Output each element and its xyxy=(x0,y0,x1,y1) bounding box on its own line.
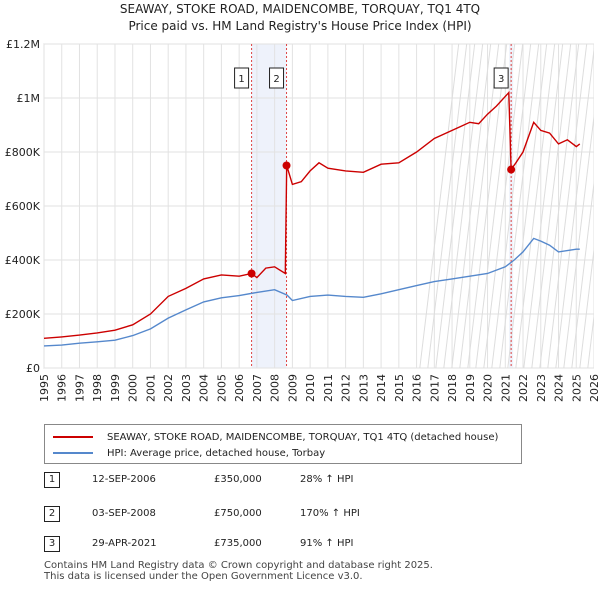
sale-date: 12-SEP-2006 xyxy=(92,474,156,485)
hatch-line xyxy=(531,43,572,369)
hatch-line xyxy=(483,43,524,369)
sale-hpi-change: 170% ↑ HPI xyxy=(300,508,360,519)
sale-number: 2 xyxy=(44,506,60,522)
sale-point xyxy=(507,165,516,174)
x-tick-label: 2008 xyxy=(269,374,282,402)
x-tick-label: 2023 xyxy=(535,374,548,402)
footer-line-2: This data is licensed under the Open Gov… xyxy=(44,571,363,582)
x-tick-label: 2013 xyxy=(357,374,370,402)
y-tick-label: £200K xyxy=(5,308,41,321)
sale-number: 3 xyxy=(44,536,60,552)
x-tick-label: 2006 xyxy=(233,374,246,402)
footer-attribution: Contains HM Land Registry data © Crown c… xyxy=(44,560,433,582)
sale-marker-box xyxy=(234,67,250,89)
x-tick-label: 2010 xyxy=(304,374,317,402)
chart-title: SEAWAY, STOKE ROAD, MAIDENCOMBE, TORQUAY… xyxy=(120,2,480,16)
y-tick-label: £400K xyxy=(5,254,41,267)
hatch-line xyxy=(499,43,540,369)
series-line xyxy=(43,90,581,339)
sale-point xyxy=(282,161,291,170)
sale-date: 03-SEP-2008 xyxy=(92,508,156,519)
sale-date: 29-APR-2021 xyxy=(92,538,157,549)
sale-row: 3 29-APR-2021 £735,000 91% ↑ HPI xyxy=(44,536,444,558)
hatch-line xyxy=(459,43,500,369)
sale-marker-box xyxy=(493,67,509,89)
x-tick-label: 2018 xyxy=(446,374,459,402)
chart-subtitle: Price paid vs. HM Land Registry's House … xyxy=(128,19,471,33)
hatch-line xyxy=(555,43,596,369)
x-tick-label: 2017 xyxy=(428,374,441,402)
sale-marker-label: 3 xyxy=(498,74,504,85)
legend-swatch-property xyxy=(53,436,93,438)
x-tick-label: 2022 xyxy=(517,374,530,402)
x-tick-label: 2020 xyxy=(482,374,495,402)
x-tick-label: 1996 xyxy=(56,374,69,402)
x-tick-label: 2024 xyxy=(553,374,566,402)
sale-hpi-change: 91% ↑ HPI xyxy=(300,538,354,549)
sale-marker-box xyxy=(269,67,285,89)
series-line xyxy=(43,237,580,347)
x-tick-label: 2016 xyxy=(411,374,424,402)
sale-marker-label: 2 xyxy=(273,74,279,85)
x-tick-label: 2025 xyxy=(570,374,583,402)
x-tick-label: 2012 xyxy=(340,374,353,402)
x-tick-label: 2005 xyxy=(215,374,228,402)
hatch-line xyxy=(571,128,600,369)
x-tick-label: 2007 xyxy=(251,374,264,402)
sale-number: 1 xyxy=(44,472,60,488)
hatch-line xyxy=(515,43,556,369)
x-tick-label: 1997 xyxy=(73,374,86,402)
hatch-line xyxy=(539,43,580,369)
hatch-line xyxy=(547,43,588,369)
x-tick-label: 2000 xyxy=(127,374,140,402)
axis-ticks: 1995 1996 1997 1998 1999 2000 2001 2002 2003 2004… xyxy=(5,38,600,402)
hatch-line xyxy=(443,43,484,369)
hatch-clip xyxy=(594,42,600,370)
x-tick-label: 1995 xyxy=(38,374,51,402)
hatch-line xyxy=(467,43,508,369)
y-tick-label: £600K xyxy=(5,200,41,213)
x-tick-label: 2003 xyxy=(180,374,193,402)
y-tick-label: £800K xyxy=(5,146,41,159)
hatch-line xyxy=(419,43,460,369)
legend: SEAWAY, STOKE ROAD, MAIDENCOMBE, TORQUAY… xyxy=(44,424,522,464)
sale-marker-label: 1 xyxy=(238,74,244,85)
hatch-line xyxy=(507,43,548,369)
y-tick-label: £0 xyxy=(26,362,40,375)
sale-hpi-change: 28% ↑ HPI xyxy=(300,474,354,485)
y-tick-label: £1.2M xyxy=(6,38,40,51)
x-tick-label: 2015 xyxy=(393,374,406,402)
sale-row: 2 03-SEP-2008 £750,000 170% ↑ HPI xyxy=(44,506,444,528)
x-tick-label: 2002 xyxy=(162,374,175,402)
sale-price: £735,000 xyxy=(214,538,262,549)
legend-label-property: SEAWAY, STOKE ROAD, MAIDENCOMBE, TORQUAY… xyxy=(107,431,499,443)
x-tick-label: 2014 xyxy=(375,374,388,402)
footer-line-1: Contains HM Land Registry data © Crown c… xyxy=(44,560,433,571)
sale-price: £350,000 xyxy=(214,474,262,485)
x-tick-label: 2021 xyxy=(499,374,512,402)
legend-item-property: SEAWAY, STOKE ROAD, MAIDENCOMBE, TORQUAY… xyxy=(53,429,498,445)
hatch-line xyxy=(435,43,476,369)
x-tick-label: 2011 xyxy=(322,374,335,402)
sale-price: £750,000 xyxy=(214,508,262,519)
x-tick-label: 2004 xyxy=(198,374,211,402)
legend-item-hpi: HPI: Average price, detached house, Torb… xyxy=(53,445,325,461)
legend-swatch-hpi xyxy=(53,452,93,454)
x-tick-label: 2019 xyxy=(464,374,477,402)
series-lines xyxy=(43,90,581,347)
x-tick-label: 2009 xyxy=(286,374,299,402)
y-tick-label: £1M xyxy=(17,92,41,105)
hatch-line xyxy=(475,43,516,369)
x-tick-label: 2001 xyxy=(144,374,157,402)
x-tick-label: 1998 xyxy=(91,374,104,402)
hatch-line xyxy=(523,43,564,369)
hatch-line xyxy=(451,43,492,369)
legend-label-hpi: HPI: Average price, detached house, Torb… xyxy=(107,447,326,459)
x-tick-label: 2026 xyxy=(588,374,600,402)
sale-row: 1 12-SEP-2006 £350,000 28% ↑ HPI xyxy=(44,472,444,494)
x-tick-label: 1999 xyxy=(109,374,122,402)
hatch-line xyxy=(427,43,468,369)
sale-point xyxy=(247,269,256,278)
